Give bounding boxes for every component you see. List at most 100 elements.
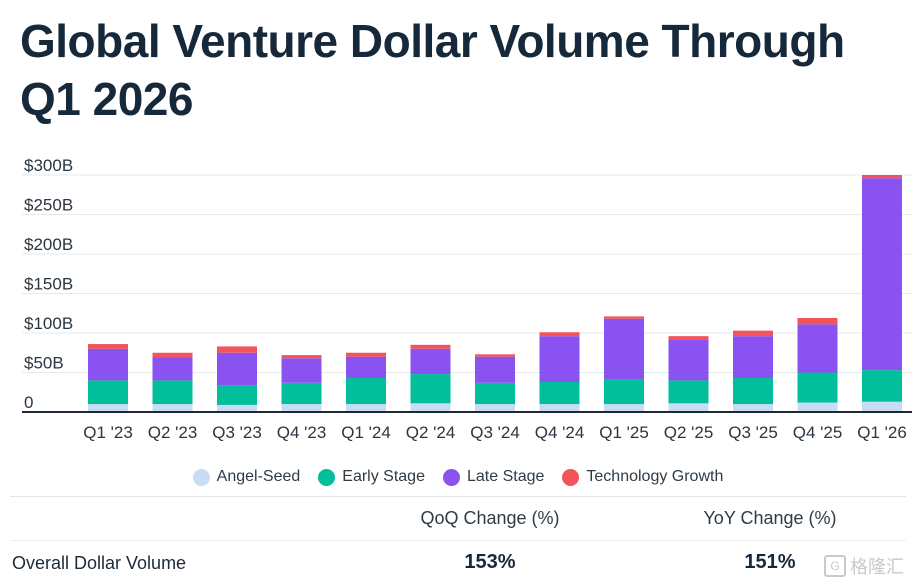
legend-swatch [442, 468, 460, 486]
x-tick-label: Q4 '24 [535, 423, 585, 442]
table-cell-qoq: 153% [464, 551, 516, 573]
bar-segment-early-stage [281, 382, 322, 405]
y-tick-label: $250B [24, 196, 73, 215]
table-row-label: Overall Dollar Volume [12, 553, 187, 573]
bars [88, 175, 902, 412]
bar-segment-angel-seed [152, 404, 193, 412]
legend-swatch [562, 468, 580, 486]
bar-segment-late-stage [346, 356, 386, 379]
bar-segment-early-stage [797, 372, 838, 403]
bar-segment-technology-growth [152, 352, 193, 358]
legend-item-technology-growth: Technology Growth [562, 468, 723, 486]
bar-segment-angel-seed [346, 404, 386, 412]
x-tick-label: Q4 '23 [277, 423, 327, 442]
legend-item-early-stage: Early Stage [318, 468, 425, 486]
bar-segment-early-stage [217, 385, 257, 405]
bar-segment-early-stage [475, 382, 515, 405]
bar-segment-angel-seed [410, 403, 451, 412]
bar-segment-angel-seed [668, 403, 709, 412]
y-tick-label: $50B [24, 354, 64, 373]
x-tick-label: Q2 '25 [664, 423, 714, 442]
x-tick-label: Q3 '23 [212, 423, 262, 442]
bar-segment-technology-growth [604, 316, 644, 319]
y-tick-label: $300B [24, 156, 73, 175]
bar-segment-technology-growth [475, 354, 515, 357]
legend-label: Late Stage [466, 468, 545, 485]
x-tick-label: Q3 '24 [470, 423, 520, 442]
x-tick-label: Q2 '23 [148, 423, 198, 442]
x-tick-label: Q1 '24 [341, 423, 391, 442]
legend-label: Angel-Seed [216, 468, 301, 485]
legend-item-late-stage: Late Stage [442, 468, 545, 486]
gridlines [22, 174, 912, 373]
bar-segment-technology-growth [668, 336, 709, 340]
bar-segment-late-stage [539, 336, 580, 382]
bar-segment-angel-seed [862, 401, 902, 412]
x-tick-label: Q3 '25 [728, 423, 778, 442]
bar-segment-angel-seed [88, 404, 128, 412]
bar-segment-early-stage [604, 379, 644, 405]
x-tick-label: Q4 '25 [793, 423, 843, 442]
bar-segment-late-stage [217, 352, 257, 386]
x-tick-label: Q1 '26 [857, 423, 907, 442]
bar-segment-late-stage [475, 356, 515, 383]
bar-segment-early-stage [152, 380, 193, 405]
y-tick-label: $100B [24, 314, 73, 333]
legend-label: Early Stage [342, 468, 425, 485]
bar-segment-late-stage [862, 178, 902, 371]
bar-segment-late-stage [410, 348, 451, 375]
bar-segment-technology-growth [281, 355, 322, 359]
bar-segment-technology-growth [410, 344, 451, 349]
bar-segment-angel-seed [281, 404, 322, 412]
x-tick-label: Q2 '24 [406, 423, 456, 442]
bar-segment-angel-seed [797, 402, 838, 412]
watermark-text: 格隆汇 [850, 557, 904, 577]
bar-segment-technology-growth [539, 332, 580, 337]
table-header-yoy: YoY Change (%) [703, 508, 837, 528]
bar-segment-angel-seed [475, 404, 515, 412]
legend-item-angel-seed: Angel-Seed [192, 468, 301, 486]
legend-swatch [318, 468, 336, 486]
bar-segment-late-stage [733, 336, 773, 379]
bar-segment-late-stage [604, 318, 644, 380]
x-tick-label: Q1 '23 [83, 423, 133, 442]
bar-segment-early-stage [733, 378, 773, 405]
bar-segment-technology-growth [733, 330, 773, 337]
bar-segment-late-stage [797, 324, 838, 373]
bar-segment-early-stage [346, 378, 386, 405]
y-tick-label: $200B [24, 235, 73, 254]
table-header-qoq: QoQ Change (%) [420, 508, 560, 528]
watermark: G 格隆汇 [824, 553, 904, 579]
bar-segment-early-stage [410, 374, 451, 404]
legend-swatch [192, 468, 210, 486]
table-cell-yoy: 151% [744, 551, 796, 573]
bar-segment-early-stage [88, 380, 128, 405]
y-tick-label: $150B [24, 275, 73, 294]
divider [10, 540, 906, 541]
legend-label: Technology Growth [586, 468, 724, 485]
bar-segment-late-stage [668, 339, 709, 381]
y-axis-ticks: $300B $250B $200B $150B $100B $50B 0 [24, 156, 73, 412]
bar-segment-technology-growth [797, 317, 838, 325]
bar-segment-early-stage [668, 380, 709, 404]
bar-segment-late-stage [88, 348, 128, 381]
y-tick-label: 0 [24, 393, 33, 412]
chart-legend: Angel-Seed Early Stage Late Stage Techno… [0, 468, 916, 486]
divider [10, 496, 906, 497]
stacked-bar-chart: $300B $250B $200B $150B $100B $50B 0 Q1 '23 Q2 … [22, 156, 912, 442]
bar-segment-late-stage [152, 357, 193, 381]
x-tick-label: Q1 '25 [599, 423, 649, 442]
bar-segment-technology-growth [346, 352, 386, 357]
bar-segment-angel-seed [539, 404, 580, 412]
bar-segment-angel-seed [733, 404, 773, 412]
bar-segment-angel-seed [604, 404, 644, 412]
bar-segment-technology-growth [862, 175, 902, 179]
logo-icon: G [824, 555, 846, 577]
bar-segment-technology-growth [217, 346, 257, 353]
bar-segment-angel-seed [217, 404, 257, 412]
chart-title: Global Venture Dollar Volume Through Q1 … [20, 15, 845, 125]
bar-segment-technology-growth [88, 344, 128, 349]
bar-segment-early-stage [862, 370, 902, 402]
bar-segment-early-stage [539, 381, 580, 405]
x-axis-ticks: Q1 '23 Q2 '23 Q3 '23 Q4 '23 Q1 '24 Q2 '24 Q3 '… [83, 423, 907, 442]
